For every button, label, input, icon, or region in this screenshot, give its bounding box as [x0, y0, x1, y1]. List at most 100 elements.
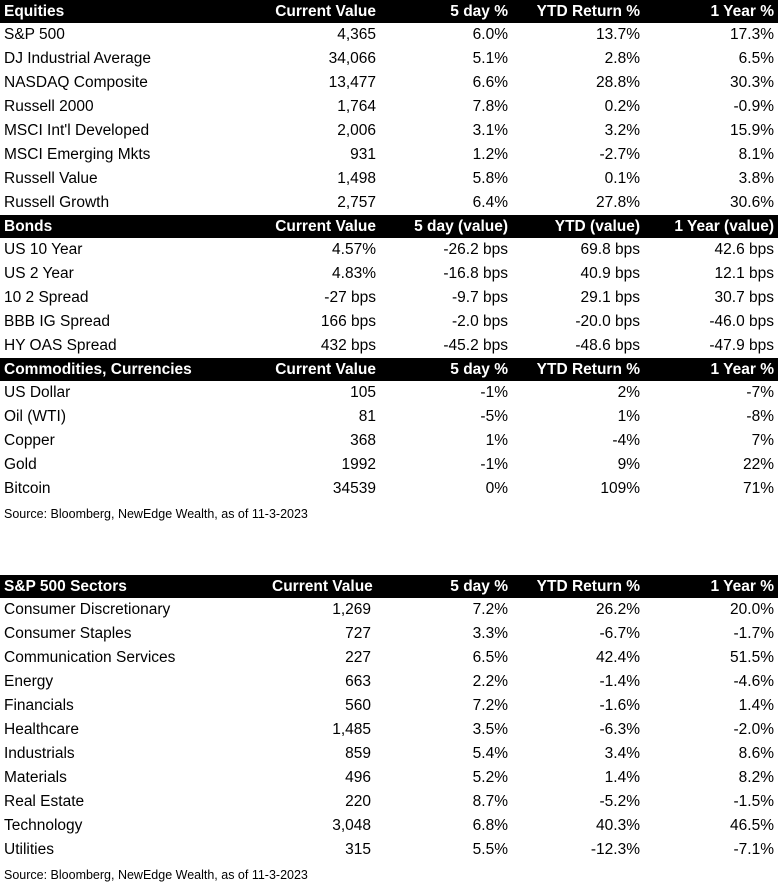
cell-value: 368	[350, 432, 376, 449]
table-row: S&P 500 4,365 6.0% 13.7% 17.3%	[0, 23, 778, 47]
cell-value: 69.8 bps	[580, 241, 640, 258]
table-row: MSCI Int'l Developed 2,006 3.1% 3.2% 15.9%	[0, 119, 778, 143]
cell-value: -48.6 bps	[575, 337, 640, 354]
cell-value: 1,269	[332, 601, 371, 618]
column-header: 5 day %	[450, 577, 508, 595]
table-row: Healthcare 1,485 3.5% -6.3% -2.0%	[0, 718, 778, 742]
row-label: Materials	[4, 769, 67, 786]
row-label: Copper	[4, 432, 55, 449]
table-row: Gold 1992 -1% 9% 22%	[0, 453, 778, 477]
cell-value: -1%	[480, 384, 508, 401]
cell-value: 26.2%	[596, 601, 640, 618]
cell-value: 81	[358, 408, 376, 425]
column-header: 1 Year %	[710, 360, 775, 378]
cell-value: 1%	[617, 408, 640, 425]
cell-value: 6.5%	[472, 649, 508, 666]
row-label: Consumer Staples	[4, 625, 132, 642]
cell-value: -1.7%	[733, 625, 775, 642]
table-row: HY OAS Spread 432 bps -45.2 bps -48.6 bps -4…	[0, 334, 778, 358]
cell-value: 40.9 bps	[580, 265, 640, 282]
cell-value: 3.4%	[604, 745, 640, 762]
table-row: Utilities 315 5.5% -12.3% -7.1%	[0, 838, 778, 862]
cell-value: 663	[345, 673, 371, 690]
cell-value: -1.6%	[599, 697, 641, 714]
cell-value: 13,477	[328, 74, 376, 91]
cell-value: 7.2%	[472, 697, 508, 714]
row-label: Utilities	[4, 841, 54, 858]
row-label: Industrials	[4, 745, 75, 762]
cell-value: 1,498	[337, 170, 376, 187]
cell-value: -20.0 bps	[575, 313, 640, 330]
cell-value: -4.6%	[733, 673, 775, 690]
cell-value: 3,048	[332, 817, 371, 834]
cell-value: 5.1%	[472, 50, 508, 67]
column-header: 5 day %	[450, 360, 508, 378]
section-title: Equities	[4, 2, 65, 20]
column-header: 5 day (value)	[414, 217, 508, 235]
row-label: BBB IG Spread	[4, 313, 110, 330]
table-row: Copper 368 1% -4% 7%	[0, 429, 778, 453]
cell-value: 931	[350, 146, 376, 163]
cell-value: 29.1 bps	[580, 289, 640, 306]
row-label: Technology	[4, 817, 83, 834]
cell-value: 20.0%	[730, 601, 774, 618]
cell-value: 42.4%	[596, 649, 640, 666]
commodities-table: Commodities, Currencies Current Value 5 da…	[0, 358, 778, 501]
cell-value: 496	[345, 769, 371, 786]
table-row: US 2 Year 4.83% -16.8 bps 40.9 bps 12.1 bps	[0, 262, 778, 286]
column-header: 1 Year (value)	[674, 217, 774, 235]
column-header: YTD Return %	[536, 360, 640, 378]
column-header: YTD Return %	[536, 2, 640, 20]
cell-value: 51.5%	[730, 649, 774, 666]
table-row: Communication Services 227 6.5% 42.4% 51.5%	[0, 646, 778, 670]
cell-value: 3.8%	[738, 170, 774, 187]
cell-value: -27 bps	[324, 289, 376, 306]
row-label: Russell 2000	[4, 98, 94, 115]
section-title: S&P 500 Sectors	[4, 577, 127, 595]
cell-value: 432 bps	[320, 337, 376, 354]
section-title: Commodities, Currencies	[4, 360, 192, 378]
column-header: 1 Year %	[710, 2, 775, 20]
cell-value: -6.3%	[599, 721, 641, 738]
cell-value: 13.7%	[596, 26, 640, 43]
row-label: MSCI Emerging Mkts	[4, 146, 151, 163]
cell-value: -2.0%	[733, 721, 775, 738]
cell-value: 1.2%	[472, 146, 508, 163]
cell-value: 0.1%	[604, 170, 640, 187]
cell-value: -2.0 bps	[451, 313, 508, 330]
table-header-row: Bonds Current Value 5 day (value) YTD (valu…	[0, 215, 778, 238]
cell-value: 6.5%	[738, 50, 774, 67]
table-row: BBB IG Spread 166 bps -2.0 bps -20.0 bps -46…	[0, 310, 778, 334]
cell-value: -9.7 bps	[451, 289, 508, 306]
cell-value: 315	[345, 841, 371, 858]
cell-value: 34,066	[328, 50, 376, 67]
table-row: Real Estate 220 8.7% -5.2% -1.5%	[0, 790, 778, 814]
sectors-table: S&P 500 Sectors Current Value 5 day % YTD R…	[0, 575, 778, 862]
cell-value: 109%	[600, 480, 640, 497]
cell-value: 2.8%	[604, 50, 640, 67]
cell-value: 4,365	[337, 26, 376, 43]
source-note: Source: Bloomberg, NewEdge Wealth, as of…	[4, 507, 308, 521]
cell-value: -8%	[746, 408, 774, 425]
cell-value: 34539	[332, 480, 376, 497]
cell-value: 5.4%	[472, 745, 508, 762]
row-label: DJ Industrial Average	[4, 50, 152, 67]
table-row: Oil (WTI) 81 -5% 1% -8%	[0, 405, 778, 429]
cell-value: 30.7 bps	[714, 289, 774, 306]
table-row: Russell Growth 2,757 6.4% 27.8% 30.6%	[0, 191, 778, 215]
cell-value: 4.57%	[332, 241, 376, 258]
column-header: YTD (value)	[554, 217, 640, 235]
column-header: YTD Return %	[536, 577, 640, 595]
table-row: Russell Value 1,498 5.8% 0.1% 3.8%	[0, 167, 778, 191]
bonds-table: Bonds Current Value 5 day (value) YTD (valu…	[0, 215, 778, 358]
cell-value: 15.9%	[730, 122, 774, 139]
cell-value: 40.3%	[596, 817, 640, 834]
cell-value: -12.3%	[590, 841, 640, 858]
table-row: Materials 496 5.2% 1.4% 8.2%	[0, 766, 778, 790]
cell-value: 2%	[617, 384, 640, 401]
cell-value: 46.5%	[730, 817, 774, 834]
cell-value: 7%	[751, 432, 774, 449]
row-label: Energy	[4, 673, 54, 690]
table-row: 10 2 Spread -27 bps -9.7 bps 29.1 bps 30.7 b…	[0, 286, 778, 310]
table-row: Financials 560 7.2% -1.6% 1.4%	[0, 694, 778, 718]
